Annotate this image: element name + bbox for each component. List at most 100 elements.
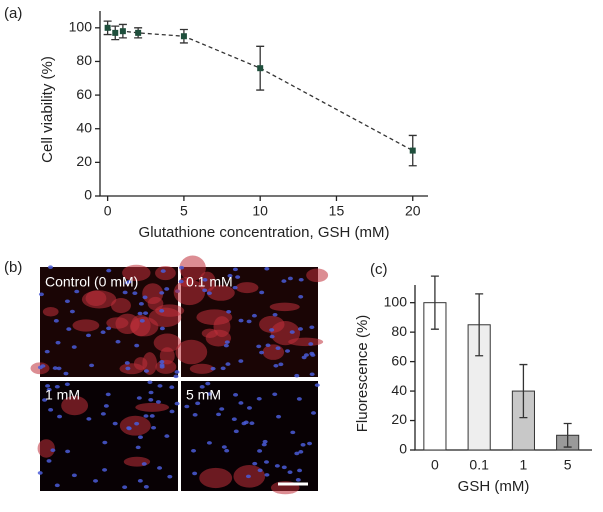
x-tick-label: 20 — [405, 203, 421, 219]
nucleus — [179, 265, 185, 270]
nucleus — [227, 273, 233, 278]
nucleus — [298, 294, 304, 299]
nucleus — [192, 471, 198, 476]
nucleus — [37, 471, 43, 475]
cell-stain — [155, 265, 176, 281]
nucleus — [264, 473, 270, 477]
nucleus — [256, 396, 262, 401]
nucleus — [265, 343, 271, 348]
cell-stain — [85, 290, 107, 307]
marker — [104, 24, 111, 31]
nucleus — [143, 414, 149, 418]
nucleus — [220, 366, 226, 371]
cell-stain — [122, 264, 151, 282]
y-tick-label: 60 — [391, 352, 407, 368]
nucleus — [164, 434, 170, 438]
cell-stain — [72, 319, 100, 332]
nucleus — [311, 411, 317, 415]
cell-stain — [155, 304, 185, 317]
cell-stain — [235, 282, 259, 294]
cell-stain — [119, 363, 144, 375]
nucleus — [298, 450, 304, 454]
nucleus — [225, 362, 231, 366]
nucleus — [169, 385, 175, 390]
nucleus — [157, 384, 163, 388]
y-tick-label: 100 — [384, 293, 408, 309]
nucleus — [274, 464, 280, 468]
nucleus — [159, 365, 165, 369]
x-tick-label: 0.1 — [469, 457, 489, 473]
nucleus — [159, 309, 165, 313]
nucleus — [192, 413, 198, 417]
y-tick-label: 0 — [84, 187, 92, 203]
cell-stain — [196, 309, 233, 326]
nucleus — [52, 366, 58, 370]
nucleus — [256, 344, 262, 349]
nucleus — [122, 290, 128, 295]
cell-stain — [153, 333, 182, 352]
marker — [135, 29, 142, 36]
nucleus — [309, 325, 315, 330]
nucleus — [85, 333, 91, 338]
nucleus — [105, 392, 111, 397]
y-tick-label: 80 — [76, 52, 92, 68]
cell-stain — [189, 363, 214, 374]
nucleus — [147, 380, 153, 385]
nucleus — [71, 345, 77, 349]
nucleus — [65, 449, 71, 454]
nucleus — [125, 366, 131, 371]
nucleus — [275, 346, 281, 350]
nucleus — [134, 421, 140, 426]
nucleus — [199, 385, 205, 389]
nucleus — [202, 278, 208, 282]
cell-stain — [179, 255, 206, 281]
nucleus — [174, 370, 180, 374]
nucleus — [289, 330, 295, 334]
cell-stain — [115, 313, 140, 334]
nucleus — [243, 420, 249, 425]
nucleus — [210, 366, 216, 371]
nucleus — [64, 299, 70, 304]
nucleus — [54, 384, 60, 389]
nucleus — [261, 442, 267, 447]
nucleus — [160, 269, 166, 273]
nucleus — [195, 401, 201, 406]
nucleus — [278, 362, 284, 367]
nucleus — [44, 349, 50, 354]
nucleus — [159, 326, 165, 331]
nucleus — [223, 343, 229, 348]
nucleus — [100, 412, 106, 416]
nucleus — [93, 479, 99, 483]
nucleus — [174, 401, 180, 406]
cell-stain — [123, 456, 151, 467]
cell-stain — [42, 307, 59, 317]
nucleus — [50, 448, 56, 453]
y-tick-label: 40 — [76, 119, 92, 135]
nucleus — [202, 288, 208, 293]
nucleus — [298, 277, 304, 282]
nucleus — [157, 466, 163, 470]
nucleus — [269, 328, 275, 332]
nucleus — [143, 311, 149, 315]
nucleus — [54, 483, 60, 488]
nucleus — [281, 465, 287, 470]
nucleus — [159, 291, 165, 295]
nucleus — [297, 468, 303, 473]
nucleus — [226, 309, 232, 314]
nucleus — [216, 412, 222, 417]
nucleus — [47, 265, 53, 269]
nucleus — [137, 311, 143, 316]
tile-label: 5 mM — [186, 387, 221, 403]
y-tick-label: 20 — [76, 153, 92, 169]
nucleus — [235, 275, 241, 279]
nucleus — [173, 374, 179, 379]
nucleus — [221, 445, 227, 449]
cell-stain — [306, 268, 329, 283]
cell-stain — [205, 329, 232, 347]
nucleus — [55, 340, 61, 345]
cell-stain — [61, 395, 89, 416]
nucleus — [238, 401, 244, 405]
nucleus — [142, 295, 148, 300]
nucleus — [155, 400, 161, 404]
nucleus — [281, 279, 287, 283]
